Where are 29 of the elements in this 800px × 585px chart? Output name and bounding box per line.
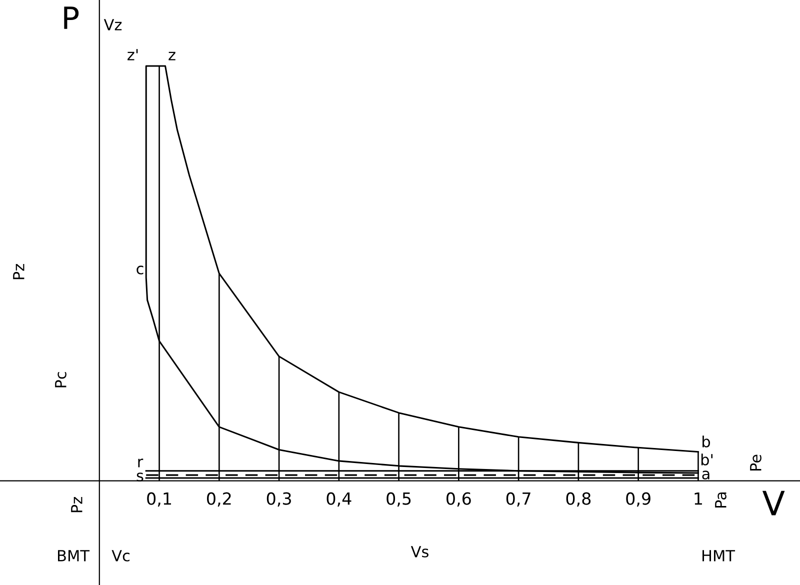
annotation: Pe bbox=[750, 454, 762, 471]
x-tick-label: 1 bbox=[694, 492, 702, 505]
text: Vz bbox=[104, 19, 122, 30]
text: Pz bbox=[71, 497, 82, 512]
x-tick-label: 0,7 bbox=[506, 492, 530, 507]
text: z' bbox=[128, 49, 138, 60]
annotation: Pc bbox=[55, 372, 66, 388]
x-tick-label: 0,9 bbox=[626, 492, 650, 507]
annotation: Pz bbox=[13, 264, 24, 280]
annotation: c bbox=[136, 266, 144, 274]
text: HMT bbox=[702, 550, 736, 562]
x-tick-label: 0,6 bbox=[446, 492, 471, 507]
text: BMT bbox=[58, 550, 90, 562]
x-tick-label: 0,1 bbox=[147, 492, 171, 507]
x-tick-label: 0,8 bbox=[566, 492, 591, 507]
annotation: a bbox=[702, 470, 710, 480]
text: Vc bbox=[112, 550, 130, 562]
annotation: b bbox=[702, 436, 710, 448]
x-tick-label: 0,4 bbox=[326, 492, 352, 507]
text: Pa bbox=[715, 492, 726, 508]
x-axis-title: V bbox=[762, 490, 785, 516]
annotation: r bbox=[138, 458, 144, 468]
annotation: b' bbox=[701, 454, 712, 466]
x-tick-label: 0,3 bbox=[266, 492, 291, 507]
y-axis-title: P bbox=[64, 6, 79, 29]
x-tick-label: 0,5 bbox=[386, 492, 411, 507]
text: Vs bbox=[410, 546, 428, 558]
text: z bbox=[168, 52, 176, 60]
x-tick-label: 0,2 bbox=[207, 492, 231, 507]
